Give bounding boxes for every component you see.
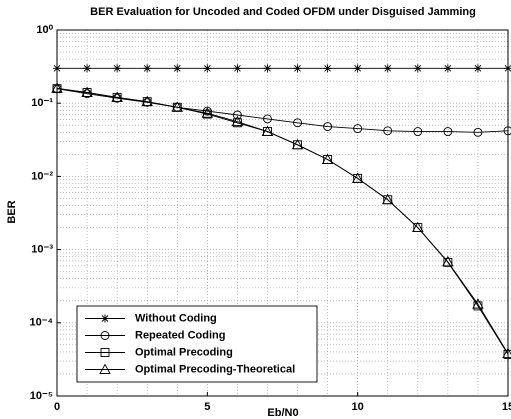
marker xyxy=(504,64,511,73)
marker xyxy=(413,64,422,73)
marker xyxy=(503,349,511,359)
y-tick-label: 10⁻³ xyxy=(31,244,53,256)
marker xyxy=(111,91,123,102)
chart-title: BER Evaluation for Uncoded and Coded OFD… xyxy=(90,6,476,18)
marker xyxy=(293,118,302,128)
marker xyxy=(113,64,122,73)
marker xyxy=(261,125,274,136)
marker xyxy=(99,363,111,374)
y-tick-label: 10⁻¹ xyxy=(31,97,53,109)
marker xyxy=(293,64,302,73)
marker xyxy=(53,64,61,73)
marker xyxy=(503,126,511,136)
marker xyxy=(473,127,483,137)
marker xyxy=(263,114,272,124)
series-line xyxy=(56,88,509,133)
y-tick-label: 10⁻⁴ xyxy=(30,317,53,329)
marker xyxy=(351,172,364,183)
marker xyxy=(201,107,214,118)
legend-label: Without Coding xyxy=(135,312,217,324)
legend-label: Optimal Precoding-Theoretical xyxy=(135,363,295,375)
marker xyxy=(323,64,332,73)
x-tick-label: 15 xyxy=(502,401,511,413)
x-tick-label: 0 xyxy=(54,401,60,413)
marker xyxy=(173,64,182,73)
x-tick-label: 5 xyxy=(204,401,210,413)
marker xyxy=(321,153,334,164)
marker xyxy=(472,298,484,309)
marker xyxy=(231,115,244,127)
marker xyxy=(443,257,453,267)
marker xyxy=(412,221,424,233)
legend-label: Optimal Precoding xyxy=(135,346,233,358)
marker xyxy=(383,64,392,73)
marker xyxy=(233,64,242,73)
marker xyxy=(473,64,482,73)
marker xyxy=(203,64,212,73)
x-axis-label: Eb/N0 xyxy=(267,407,298,419)
plot-frame xyxy=(56,29,509,397)
marker xyxy=(263,64,272,73)
marker xyxy=(171,101,184,112)
marker xyxy=(383,126,393,136)
marker xyxy=(51,82,63,93)
marker xyxy=(413,127,423,136)
marker xyxy=(353,124,363,134)
marker xyxy=(101,314,109,323)
series-line xyxy=(56,87,509,354)
marker xyxy=(381,193,394,205)
y-tick-label: 10⁻⁵ xyxy=(30,390,53,402)
legend-label: Repeated Coding xyxy=(135,329,225,341)
marker xyxy=(442,255,454,267)
marker xyxy=(291,138,304,150)
x-tick-label: 10 xyxy=(352,401,364,413)
marker xyxy=(143,64,152,73)
y-tick-label: 10⁰ xyxy=(36,24,53,36)
marker xyxy=(100,348,110,357)
y-tick-label: 10⁻² xyxy=(31,170,53,182)
marker xyxy=(443,127,453,136)
marker xyxy=(353,64,362,73)
marker xyxy=(83,64,92,73)
marker xyxy=(81,86,93,97)
y-axis-label: BER xyxy=(6,200,18,223)
marker xyxy=(323,122,333,131)
marker xyxy=(141,95,153,107)
marker xyxy=(443,64,452,73)
marker xyxy=(100,331,110,340)
